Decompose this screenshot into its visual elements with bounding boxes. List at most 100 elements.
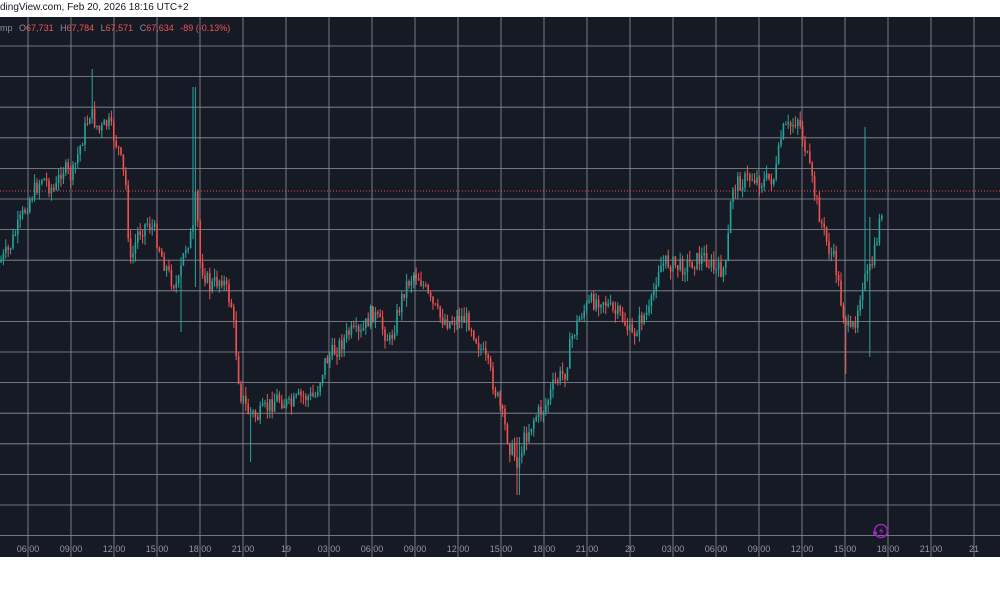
candle-body	[223, 280, 225, 286]
candle-body	[139, 231, 141, 235]
candle-body	[648, 306, 650, 313]
candle-body	[336, 354, 338, 357]
candle-body	[348, 330, 350, 335]
candle-body	[739, 176, 741, 191]
candle-body	[715, 269, 717, 271]
candle-body	[197, 191, 199, 221]
candle-body	[684, 272, 686, 275]
candle-body	[5, 247, 7, 254]
chart-header: dingView.com, Feb 20, 2026 18:16 UTC+2	[0, 0, 1000, 17]
candle-body	[624, 321, 626, 326]
candle-body	[833, 250, 835, 254]
x-tick-label: 21	[969, 544, 979, 554]
candle-body	[746, 173, 749, 175]
candle-body	[473, 330, 475, 340]
candle-body	[401, 293, 403, 313]
candle-body	[127, 184, 129, 239]
candle-body	[295, 394, 297, 396]
candle-body	[765, 173, 768, 179]
candle-body	[218, 280, 221, 287]
candle-body	[19, 214, 21, 220]
candle-body	[782, 124, 785, 139]
candle-body	[273, 401, 276, 412]
candle-body	[331, 344, 333, 357]
candle-body	[86, 123, 89, 125]
candle-body	[333, 344, 336, 355]
candle-body	[9, 248, 12, 250]
candle-body	[206, 273, 209, 283]
candle-body	[221, 280, 223, 286]
x-tick-label: 09:00	[748, 544, 771, 554]
candle-body	[751, 179, 753, 181]
open-label: O	[19, 23, 27, 33]
candle-body	[595, 299, 597, 310]
candle-body	[597, 299, 600, 308]
candle-body	[321, 375, 324, 383]
candle-body	[389, 334, 391, 341]
candle-body	[499, 392, 501, 406]
candle-body	[717, 261, 720, 270]
close-value: 67,634	[146, 23, 174, 33]
candle-body	[29, 199, 31, 213]
candle-body	[230, 302, 233, 308]
candle-body	[864, 273, 866, 290]
candle-body	[242, 395, 245, 402]
candle-body	[758, 177, 761, 189]
candle-body	[115, 140, 117, 147]
candle-body	[528, 432, 530, 442]
candle-body	[110, 117, 113, 122]
candle-body	[192, 225, 194, 232]
candle-body	[357, 326, 360, 332]
lightning-icon[interactable]	[872, 523, 889, 539]
candle-body	[737, 176, 739, 191]
candle-body	[170, 269, 173, 287]
candle-body	[605, 302, 607, 306]
candle-body	[225, 280, 228, 285]
candle-body	[650, 295, 653, 307]
candle-body	[240, 383, 242, 402]
candle-body	[429, 292, 432, 297]
candle-body	[545, 405, 547, 413]
candle-body	[369, 306, 372, 327]
candle-body	[60, 175, 62, 180]
lightning-icon-bolt	[879, 527, 884, 535]
candle-body	[756, 177, 758, 184]
candle-body	[689, 259, 691, 262]
candle-body	[830, 253, 833, 255]
candle-body	[297, 391, 300, 395]
candle-body	[319, 382, 321, 393]
candle-body	[713, 259, 715, 270]
candle-body	[857, 310, 859, 328]
candle-body	[405, 281, 408, 298]
candle-body	[278, 394, 281, 401]
candle-body	[237, 356, 240, 384]
candle-body	[600, 304, 602, 308]
candle-body	[842, 305, 845, 318]
candle-body	[869, 263, 871, 271]
price-chart[interactable]: 06:00 09:00 12:00 15:00 18:00 21:00 19 03:00 06:…	[0, 17, 1000, 557]
candle-body	[439, 306, 441, 318]
candle-body	[103, 120, 105, 125]
candle-body	[403, 293, 405, 298]
candle-body	[408, 281, 410, 286]
candle-body	[703, 253, 705, 256]
candle-body	[753, 179, 756, 184]
candle-body	[881, 215, 883, 219]
candle-body	[168, 266, 170, 270]
candle-body	[314, 395, 317, 397]
candle-body	[187, 248, 189, 250]
x-tick-label: 06:00	[17, 544, 40, 554]
candle-body	[254, 411, 257, 417]
x-tick-label: 09:00	[60, 544, 83, 554]
candle-body	[180, 265, 182, 277]
candle-body	[641, 315, 643, 324]
x-tick-label: 12:00	[447, 544, 470, 554]
candle-body	[353, 325, 355, 327]
chart-panel[interactable]: 06:00 09:00 12:00 15:00 18:00 21:00 19 03:00 06:…	[0, 17, 1000, 557]
candle-body	[129, 238, 132, 258]
candle-body	[470, 330, 473, 332]
candle-body	[701, 255, 703, 265]
candle-body	[65, 162, 67, 173]
candle-body	[194, 191, 197, 226]
candle-body	[456, 315, 458, 325]
